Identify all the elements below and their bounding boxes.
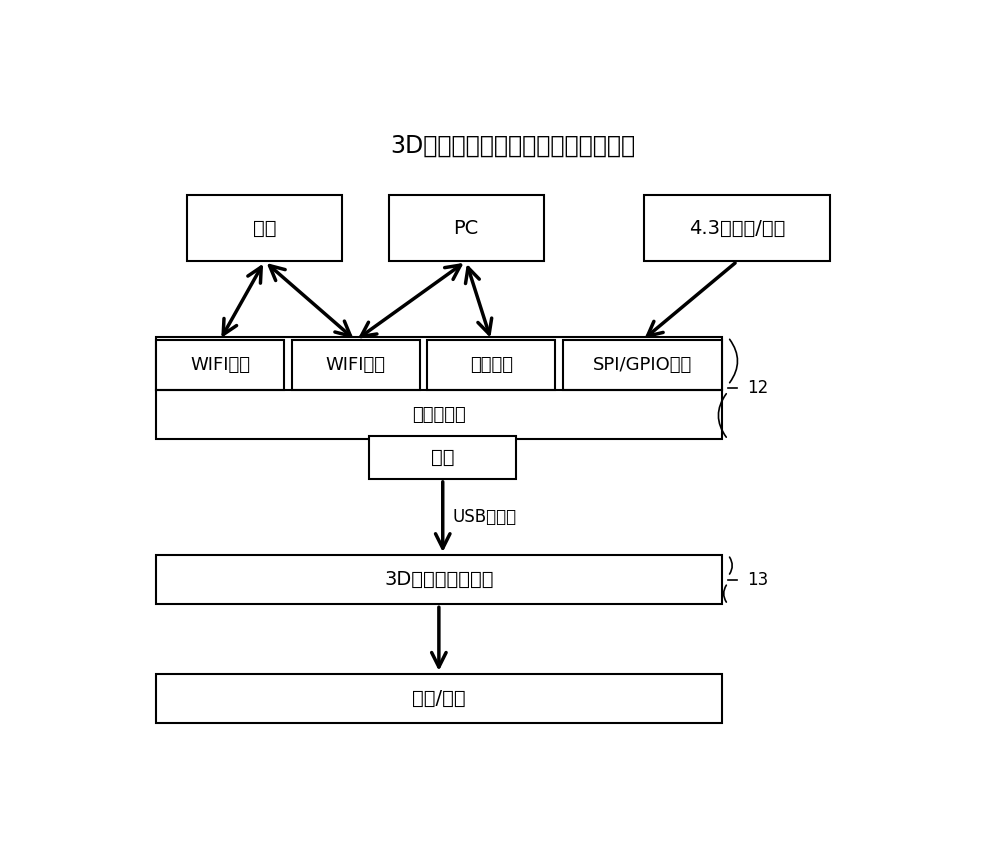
Bar — [369, 436, 516, 479]
Bar — [156, 674, 722, 723]
Bar — [156, 340, 284, 390]
Bar — [187, 195, 342, 261]
Text: 有线网络: 有线网络 — [470, 357, 513, 375]
Text: USB转串口: USB转串口 — [452, 508, 516, 526]
Text: PC: PC — [453, 219, 479, 237]
Bar — [292, 340, 420, 390]
Bar — [388, 195, 544, 261]
Text: 3D打印机的控制系统的硬件系统机构: 3D打印机的控制系统的硬件系统机构 — [390, 134, 635, 158]
Text: 中枢控制器: 中枢控制器 — [412, 405, 466, 423]
Bar — [156, 337, 722, 440]
Text: 12: 12 — [747, 380, 769, 398]
Text: 串口: 串口 — [431, 448, 454, 467]
Text: WIFI热点: WIFI热点 — [190, 357, 250, 375]
Bar — [644, 195, 830, 261]
Text: WIFI无线: WIFI无线 — [326, 357, 386, 375]
Bar — [563, 340, 722, 390]
Text: 13: 13 — [747, 571, 769, 589]
Text: 3D打印机的主控板: 3D打印机的主控板 — [384, 570, 494, 589]
Bar — [156, 554, 722, 604]
Text: 4.3寸液晶/旋钮: 4.3寸液晶/旋钮 — [689, 219, 785, 237]
Text: 平板: 平板 — [253, 219, 276, 237]
Text: 电机/材料: 电机/材料 — [412, 689, 466, 708]
Bar — [427, 340, 555, 390]
Text: SPI/GPIO接口: SPI/GPIO接口 — [593, 357, 692, 375]
